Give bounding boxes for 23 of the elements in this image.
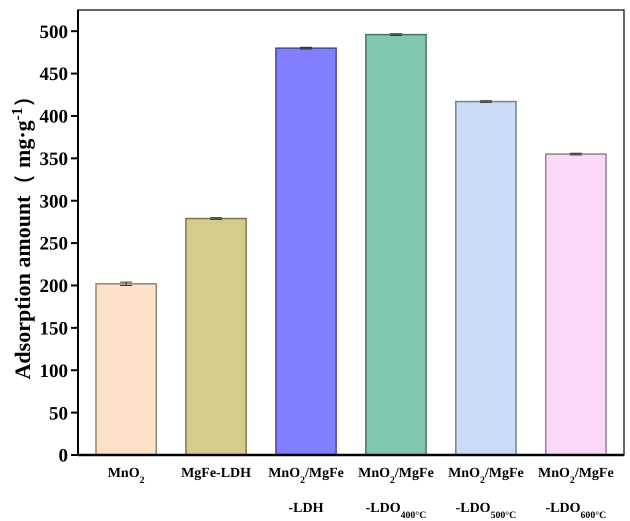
y-tick-label: 250: [40, 234, 68, 255]
category-label: MnO$_{2}$/MgFe -LDO$_{400°C}$: [358, 466, 434, 520]
y-tick-label: 0: [58, 446, 68, 467]
bar: [185, 218, 247, 456]
category-label: MnO$_{2}$/MgFe -LDO$_{500°C}$: [448, 466, 524, 520]
y-tick-label: 350: [40, 148, 68, 170]
category-label: MnO$_{2}$/MgFe -LDO$_{600°C}$: [538, 466, 614, 520]
y-tick-label: 400: [40, 106, 68, 128]
y-tick-label: 500: [40, 22, 68, 43]
bar: [275, 47, 337, 456]
bar: [455, 100, 517, 456]
y-tick-label: 50: [49, 403, 68, 424]
bar: [544, 153, 607, 456]
y-tick-label: 150: [40, 318, 68, 340]
x-tick-label: MgFe-LDH: [181, 466, 252, 481]
y-tick-label: 200: [40, 276, 68, 298]
category-label: MnO$_{2}$/MgFe -LDH: [268, 466, 344, 516]
y-tick-label: 450: [40, 64, 68, 86]
bar: [95, 283, 158, 456]
y-tick-label: 300: [40, 191, 68, 212]
bar: [365, 34, 427, 456]
x-tick-label: MnO$_{2}$: [108, 466, 145, 486]
y-tick-label: 100: [40, 360, 68, 382]
